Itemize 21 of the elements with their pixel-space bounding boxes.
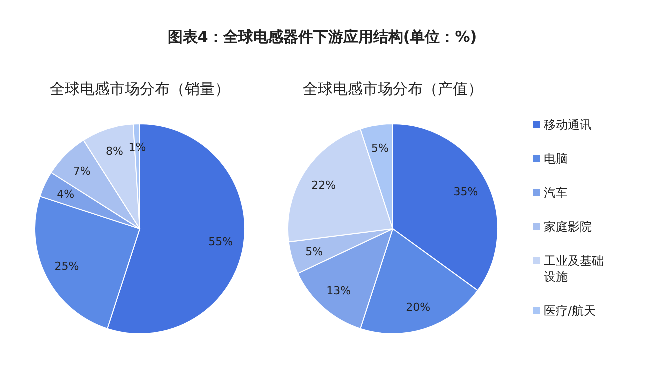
chart-subtitle: 全球电感市场分布（销量） xyxy=(50,80,230,98)
text: 图表4：全球电感器件下游应用结构(单位：%) xyxy=(166,28,478,47)
data-label: 5% xyxy=(371,142,389,155)
legend-label: 汽车 xyxy=(544,186,568,200)
data-label: 55% xyxy=(208,236,234,249)
data-label: 5% xyxy=(306,246,324,259)
legend-label: 工业及基础设施 xyxy=(544,254,604,284)
legend-label: 医疗/航天 xyxy=(544,304,596,318)
legend-label: 电脑 xyxy=(544,152,568,166)
chart-subtitle: 全球电感市场分布（产值） xyxy=(303,80,483,98)
data-label: 22% xyxy=(312,178,336,192)
legend-label: 移动通讯 xyxy=(544,118,592,132)
legend-label: 家庭影院 xyxy=(544,220,592,234)
data-label: 7% xyxy=(73,164,91,178)
data-label: 13% xyxy=(326,284,352,298)
data-label: 4% xyxy=(57,188,75,201)
data-label: 1% xyxy=(128,140,146,154)
data-label: 35% xyxy=(454,186,478,199)
data-label: 20% xyxy=(406,300,431,314)
data-label: 8% xyxy=(106,144,124,158)
data-label: 25% xyxy=(54,260,80,274)
